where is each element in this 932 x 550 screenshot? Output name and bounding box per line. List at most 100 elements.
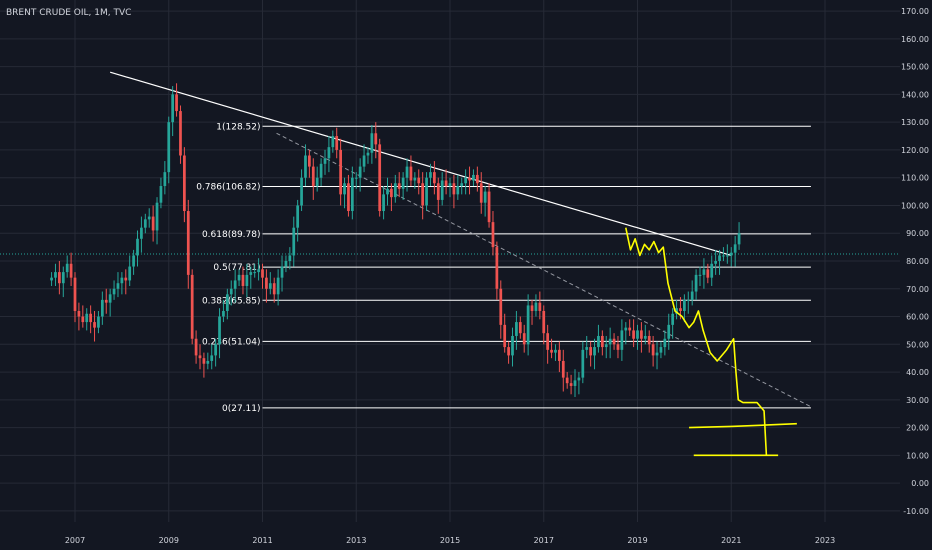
candle-body	[499, 288, 503, 325]
candle-body	[241, 274, 245, 286]
candle-body	[401, 177, 405, 189]
fib-level-label: 0.618(89.78)	[202, 230, 261, 240]
candle-body	[511, 335, 514, 356]
candle-body	[522, 333, 526, 345]
candle-body	[600, 335, 604, 348]
candle-body	[655, 352, 659, 356]
candle-body	[354, 177, 358, 179]
yellow-projection-sketch[interactable]	[624, 227, 797, 457]
candle-body	[405, 166, 409, 178]
candle-body	[347, 183, 350, 212]
candle-body	[335, 136, 339, 150]
candle-body	[725, 255, 729, 257]
candle-body	[124, 277, 128, 281]
y-tick-label: 0.00	[911, 479, 929, 488]
candle-body	[175, 94, 178, 112]
candle-body	[194, 338, 198, 356]
candle-body	[440, 180, 444, 200]
x-tick-label: 2015	[440, 536, 460, 545]
candle-body	[311, 166, 315, 187]
candle-body	[640, 330, 643, 339]
fibonacci-retracement[interactable]: 1(128.52) 0.786(106.82) 0.618(89.78) 0.5(77…	[196, 122, 811, 414]
candle-body	[390, 188, 393, 198]
candle-body	[417, 177, 421, 184]
candle-body	[698, 274, 702, 276]
candle-body	[206, 360, 210, 364]
candle-body	[448, 183, 452, 187]
candle-body	[288, 255, 292, 261]
candle-body	[573, 380, 577, 386]
candle-body	[179, 111, 182, 156]
candle-body	[280, 266, 284, 278]
candle-body	[50, 277, 53, 281]
candle-body	[65, 263, 69, 273]
candle-body	[503, 324, 507, 348]
candle-body	[597, 335, 600, 348]
candle-body	[350, 177, 354, 212]
candle-body	[620, 330, 624, 350]
candle-body	[608, 338, 612, 345]
candle-body	[292, 227, 296, 256]
x-tick-label: 2019	[627, 536, 647, 545]
y-tick-label: 170.00	[901, 7, 929, 16]
candlestick-series	[50, 83, 741, 398]
y-tick-label: 160.00	[901, 35, 929, 44]
candle-body	[475, 174, 479, 184]
candle-body	[651, 344, 655, 356]
candle-body	[429, 172, 432, 178]
candle-body	[225, 294, 229, 311]
x-tick-label: 2023	[815, 536, 835, 545]
candle-body	[647, 335, 651, 345]
candle-body	[675, 308, 678, 314]
candle-body	[663, 338, 667, 348]
candle-body	[136, 238, 139, 256]
candle-body	[612, 338, 616, 345]
candle-body	[710, 263, 714, 278]
candle-body	[628, 327, 632, 331]
candle-body	[296, 205, 300, 228]
candle-body	[397, 183, 401, 189]
candle-body	[108, 294, 112, 303]
candle-body	[452, 183, 456, 195]
projection-sketch-path	[624, 227, 768, 456]
candle-body	[604, 344, 608, 348]
candle-body	[143, 219, 147, 228]
candle-body	[378, 144, 382, 212]
candle-body	[436, 183, 440, 200]
y-tick-label: 30.00	[906, 396, 929, 405]
candle-body	[300, 177, 303, 206]
axes: -10.00 0.00 10.00 20.00 30.00 40.00 50.00 60.00…	[65, 7, 929, 545]
candle-body	[214, 344, 217, 356]
candle-body	[495, 247, 499, 289]
candle-body	[577, 377, 581, 381]
candle-body	[171, 94, 175, 123]
candle-body	[77, 310, 81, 317]
candle-body	[210, 355, 214, 361]
candle-body	[116, 283, 120, 289]
candle-body	[542, 310, 546, 334]
candle-body	[308, 155, 311, 167]
candle-body	[265, 277, 268, 289]
candle-body	[202, 358, 206, 364]
candle-body	[702, 269, 706, 275]
y-tick-label: 120.00	[901, 146, 929, 155]
candle-body	[198, 355, 202, 359]
candle-body	[358, 166, 362, 178]
candle-body	[331, 136, 335, 148]
candle-body	[460, 183, 464, 187]
candle-body	[554, 349, 557, 353]
candle-body	[632, 330, 635, 339]
drawn-trendlines[interactable]	[0, 71, 900, 408]
x-tick-label: 2011	[252, 536, 272, 545]
candle-body	[546, 333, 550, 350]
fib-diagonal-dashed	[276, 132, 812, 408]
y-tick-label: 60.00	[906, 313, 929, 322]
candle-body	[733, 244, 737, 253]
x-tick-label: 2009	[159, 536, 179, 545]
candle-body	[464, 177, 467, 184]
candle-body	[425, 177, 428, 206]
candle-body	[163, 172, 167, 187]
candle-body	[530, 305, 534, 311]
